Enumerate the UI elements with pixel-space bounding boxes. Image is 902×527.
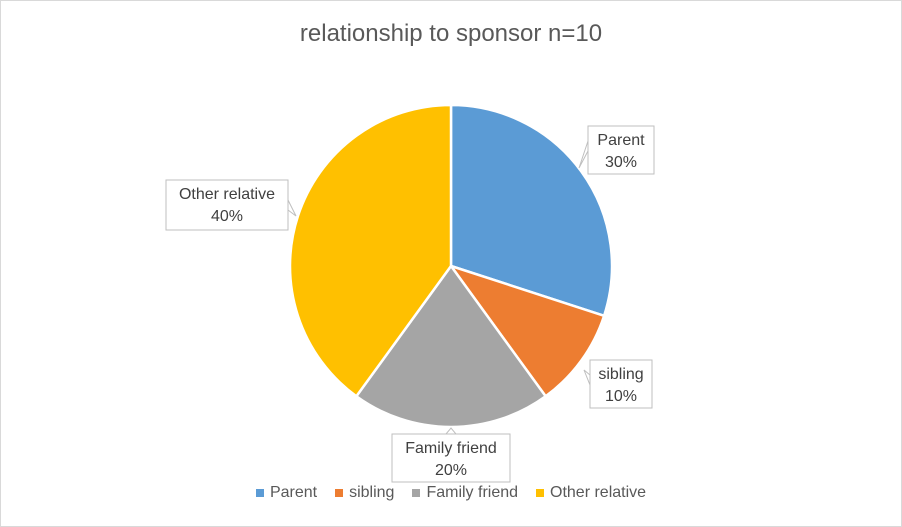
legend-swatch: [412, 489, 421, 497]
legend-item-family-friend: Family friend: [412, 484, 518, 502]
legend-label: Other relative: [550, 484, 647, 501]
legend-label: Family friend: [426, 484, 519, 501]
data-label-name: Other relative: [179, 186, 275, 203]
data-label-name: Parent: [597, 132, 645, 149]
data-label-other-relative: Other relative 40%: [165, 179, 297, 231]
legend-label: Parent: [269, 484, 318, 501]
legend-item-parent: Parent: [255, 484, 318, 502]
data-label-family-friend: Family friend 20%: [391, 427, 511, 483]
legend: Parent sibling Family friend Other relative: [0, 484, 902, 502]
pie-slice-family-friend: [354, 263, 548, 429]
pie-slice-sibling: [447, 263, 606, 398]
data-label-percent: 10%: [605, 388, 637, 405]
legend-swatch: [255, 489, 264, 497]
data-label-percent: 30%: [605, 154, 637, 171]
legend-item-other-relative: Other relative: [536, 484, 646, 502]
chart-title: relationship to sponsor n=10: [299, 20, 603, 47]
data-label-name: Family friend: [405, 440, 497, 457]
data-label-sibling: sibling 10%: [583, 359, 653, 409]
pie-slice-other-relative: [288, 103, 453, 398]
legend-swatch: [536, 489, 545, 497]
data-label-name: sibling: [598, 366, 643, 383]
data-label-percent: 40%: [211, 208, 243, 225]
legend-label: sibling: [349, 484, 395, 501]
data-label-percent: 20%: [435, 462, 467, 479]
legend-item-sibling: sibling: [335, 484, 394, 502]
pie-slice-parent: [449, 103, 614, 318]
data-label-parent: Parent 30%: [578, 125, 655, 175]
legend-swatch: [335, 489, 344, 497]
